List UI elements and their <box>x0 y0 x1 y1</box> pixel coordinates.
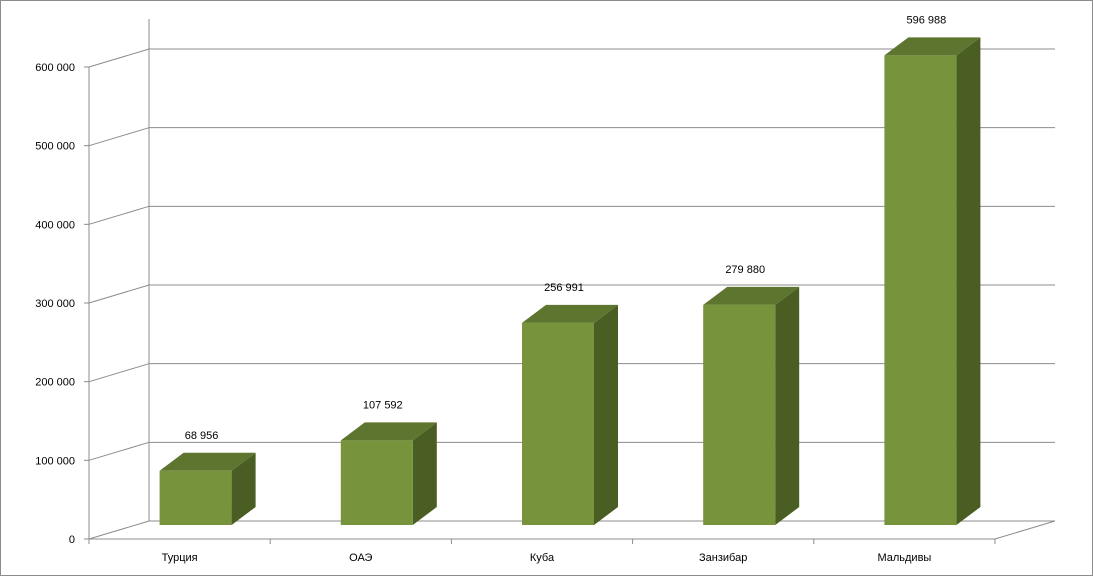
y-axis-ticks: 0 100 000 200 000 300 000 400 000 500 000 600 … <box>35 62 89 546</box>
x-tick-label: Занзибар <box>699 552 747 564</box>
x-tick-label: ОАЭ <box>349 552 372 564</box>
y-tick-label: 400 000 <box>35 219 75 231</box>
bar-front <box>340 440 413 525</box>
bar-side <box>594 304 618 525</box>
gridline-depth <box>88 441 150 461</box>
gridline-depth <box>88 127 150 147</box>
bar <box>884 37 981 525</box>
bar <box>340 422 437 525</box>
data-label: 107 592 <box>363 399 403 411</box>
bar <box>159 452 256 525</box>
bar-front <box>703 304 776 525</box>
x-tick-label: Мальдивы <box>877 552 931 564</box>
bar-side <box>956 37 981 525</box>
bar-front <box>884 55 957 525</box>
bar-side <box>775 286 800 525</box>
bar <box>522 304 618 525</box>
y-tick-label: 200 000 <box>35 377 75 389</box>
gridline-depth <box>88 363 150 383</box>
bar-front <box>522 322 594 525</box>
data-label: 279 880 <box>725 264 765 276</box>
bar <box>703 286 800 525</box>
gridline-depth <box>88 284 150 304</box>
x-tick-label: Куба <box>530 552 555 564</box>
y-tick-label: 100 000 <box>35 455 75 467</box>
bar-top <box>703 286 800 305</box>
data-label: 68 956 <box>185 430 219 442</box>
bar-top <box>522 304 618 323</box>
bar-side <box>412 422 437 525</box>
y-tick-label: 300 000 <box>35 298 75 310</box>
bar-top <box>884 37 981 56</box>
bar-top <box>340 422 437 441</box>
bar-side <box>231 452 256 525</box>
y-tick-label: 0 <box>69 534 75 546</box>
y-tick-label: 500 000 <box>35 141 75 153</box>
data-label: 596 988 <box>907 14 947 26</box>
gridline-depth <box>88 48 150 68</box>
bar-front <box>159 470 232 525</box>
x-tick-label: Турция <box>162 552 198 564</box>
data-labels: 68 956 107 592 256 991 279 880 596 988 <box>185 14 947 441</box>
y-tick-label: 600 000 <box>35 62 75 74</box>
gridline-depth <box>88 520 150 540</box>
bars <box>159 37 981 525</box>
gridline-depth <box>88 205 150 225</box>
bar-top <box>159 452 256 471</box>
floor-right-edge <box>994 520 1056 540</box>
x-axis-ticks: Турция ОАЭ Куба Занзибар Мальдивы <box>88 539 996 564</box>
data-label: 256 991 <box>544 282 584 294</box>
